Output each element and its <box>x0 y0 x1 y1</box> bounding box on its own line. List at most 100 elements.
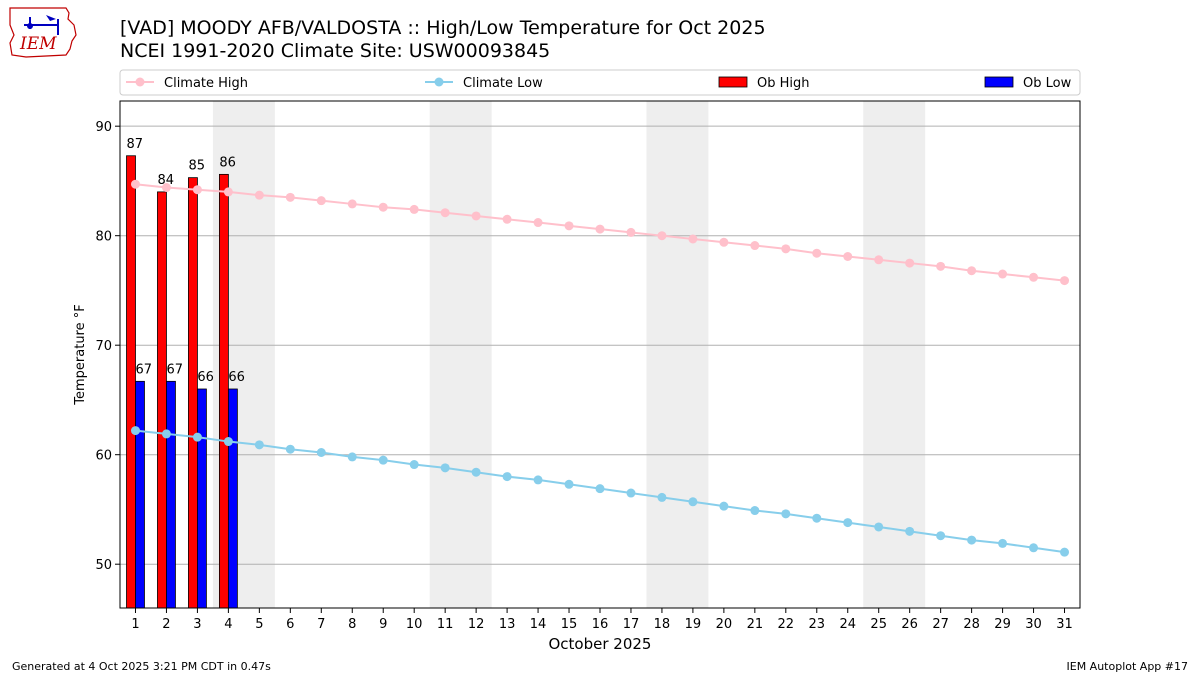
climate-low-point <box>533 475 543 485</box>
climate-high-point <box>936 261 946 271</box>
climate-high-point <box>874 255 884 265</box>
climate-low-point <box>905 526 915 536</box>
y-tick-label: 60 <box>95 449 112 464</box>
ob-low-bar <box>166 380 176 609</box>
climate-high-point <box>657 231 667 241</box>
climate-low-point <box>223 437 233 447</box>
ob-high-bar <box>126 155 136 609</box>
x-tick-label: 25 <box>870 617 887 632</box>
ob-low-bar-label: 67 <box>166 362 183 377</box>
climate-high-point <box>812 248 822 258</box>
x-tick-label: 26 <box>901 617 918 632</box>
climate-low-point <box>254 440 264 450</box>
chart-subtitle: NCEI 1991-2020 Climate Site: USW00093845 <box>120 40 551 62</box>
ob-high-bar-label: 85 <box>188 159 205 174</box>
weekend-band <box>863 101 926 608</box>
ob-low-bar-label: 66 <box>228 370 245 385</box>
ob-low-bar <box>197 388 207 609</box>
x-tick-label: 27 <box>932 617 949 632</box>
x-tick-label: 10 <box>406 617 423 632</box>
climate-low-point <box>440 463 450 473</box>
climate-high-point <box>1060 276 1070 286</box>
y-tick-label: 80 <box>95 230 112 245</box>
legend-ob-high-swatch <box>718 76 748 88</box>
legend-ob-low-swatch <box>984 76 1014 88</box>
climate-high-point <box>564 221 574 231</box>
x-tick-label: 17 <box>623 617 640 632</box>
climate-high-point <box>533 218 543 228</box>
climate-high-point <box>998 269 1008 279</box>
climate-high-point <box>130 179 140 189</box>
climate-high-point <box>161 183 171 193</box>
climate-high-point <box>409 204 419 214</box>
x-tick-label: 23 <box>809 617 826 632</box>
climate-low-point <box>781 509 791 519</box>
climate-high-point <box>1029 272 1039 282</box>
legend-box <box>119 69 1081 96</box>
weekend-band <box>429 101 492 608</box>
x-axis-label: October 2025 <box>549 635 652 653</box>
x-tick-label: 15 <box>561 617 578 632</box>
climate-low-point <box>874 522 884 532</box>
legend: Climate High Climate Low Ob High Ob Low <box>119 69 1081 96</box>
x-tick-label: 11 <box>437 617 454 632</box>
climate-high-point <box>440 208 450 218</box>
climate-low-point <box>378 455 388 465</box>
climate-low-point <box>1060 547 1070 557</box>
climate-low-point <box>347 452 357 462</box>
x-tick-label: 8 <box>348 617 356 632</box>
x-tick-label: 20 <box>716 617 733 632</box>
climate-low-point <box>719 501 729 511</box>
climate-high-point <box>750 241 760 251</box>
logo-text: IEM <box>19 34 57 54</box>
climate-low-point <box>161 429 171 439</box>
x-tick-label: 14 <box>530 617 547 632</box>
climate-high-point <box>192 185 202 195</box>
x-tick-label: 4 <box>224 617 232 632</box>
ob-low-bar <box>135 380 145 609</box>
y-axis-label: Temperature °F <box>73 304 88 405</box>
climate-low-point <box>316 448 326 458</box>
y-tick-label: 50 <box>95 558 112 573</box>
iem-logo: IEM <box>9 7 77 58</box>
climate-low-point <box>564 479 574 489</box>
climate-high-point <box>471 211 481 221</box>
x-tick-label: 19 <box>685 617 702 632</box>
climate-high-point <box>781 244 791 254</box>
x-tick-label: 1 <box>131 617 139 632</box>
ob-high-bar-label: 87 <box>127 137 144 152</box>
ob-low-bar <box>227 388 238 609</box>
climate-low-point <box>130 426 140 436</box>
climate-low-point <box>285 444 295 454</box>
climate-low-point <box>409 460 419 470</box>
climate-low-point <box>688 497 698 507</box>
x-tick-label: 24 <box>839 617 856 632</box>
ob-high-bar <box>157 191 167 609</box>
climate-high-point <box>378 202 388 212</box>
x-tick-label: 22 <box>778 617 795 632</box>
climate-low-point <box>657 492 667 502</box>
climate-high-point <box>626 227 636 237</box>
climate-high-point <box>285 192 295 202</box>
climate-low-point <box>626 488 636 498</box>
ob-high-bar <box>188 177 198 609</box>
ob-high-bar-label: 86 <box>219 155 236 170</box>
climate-low-point <box>1029 543 1039 553</box>
climate-high-point <box>688 234 698 244</box>
climate-high-point <box>595 224 605 234</box>
x-tick-label: 6 <box>286 617 294 632</box>
climate-low-point <box>502 472 512 482</box>
x-tick-label: 7 <box>317 617 325 632</box>
climate-high-point <box>967 266 977 276</box>
x-tick-label: 18 <box>654 617 671 632</box>
ob-high-bar <box>219 173 229 609</box>
climate-low-point <box>843 518 853 528</box>
ob-low-bar-label: 66 <box>197 370 214 385</box>
app-id: IEM Autoplot App #17 <box>1066 660 1189 673</box>
x-tick-label: 30 <box>1025 617 1042 632</box>
legend-climate-low-label: Climate Low <box>463 76 543 91</box>
ob-low-bar-label: 67 <box>135 362 152 377</box>
x-tick-label: 21 <box>747 617 764 632</box>
x-tick-label: 5 <box>255 617 263 632</box>
